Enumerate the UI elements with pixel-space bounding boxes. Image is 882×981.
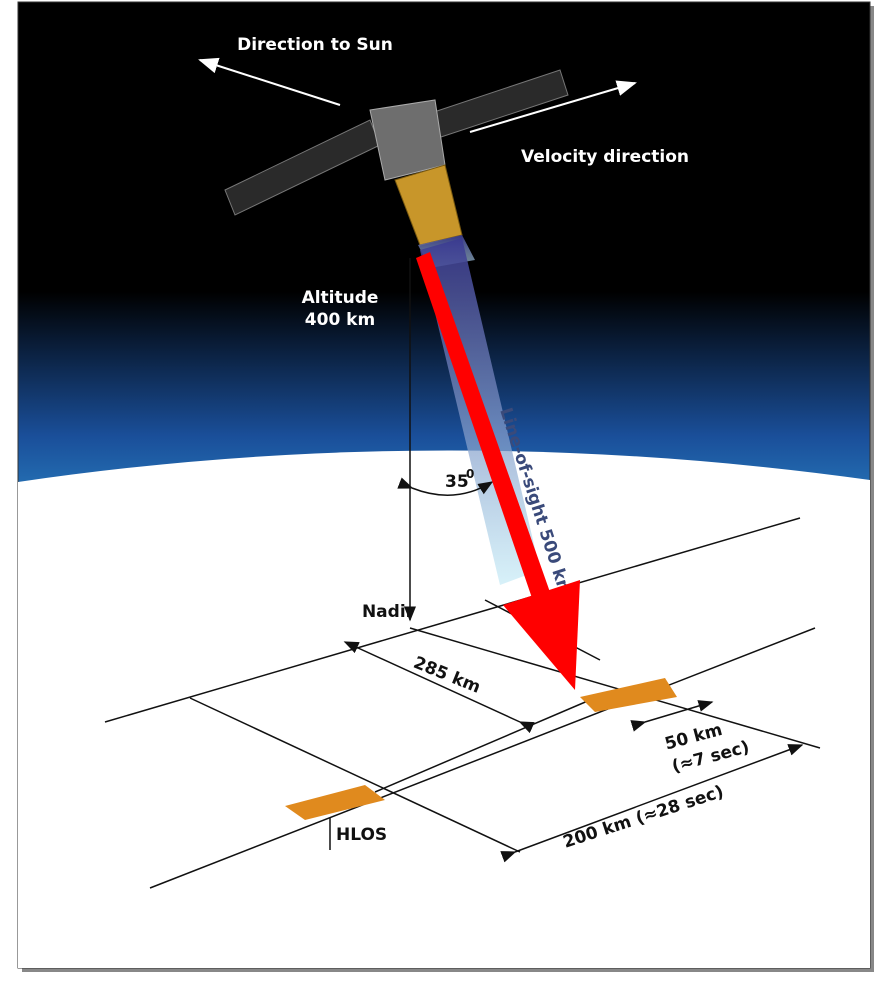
los-arrow-shaft xyxy=(416,252,551,601)
cross-track-arrow xyxy=(343,641,535,734)
satellite xyxy=(224,69,569,268)
hlos-label: HLOS xyxy=(336,825,387,845)
los-arrow-head xyxy=(503,580,580,690)
angle-unit: 0 xyxy=(466,467,474,481)
hlos-patch xyxy=(285,785,385,820)
sun-label: Direction to Sun xyxy=(237,35,393,55)
altitude-label: Altitude xyxy=(302,288,379,308)
nadir-label: Nadir xyxy=(362,602,415,622)
angle-label: 35 xyxy=(445,472,469,492)
velocity-arrow xyxy=(469,80,637,133)
measurement-patch xyxy=(580,678,677,712)
sun-arrow xyxy=(198,57,341,106)
spacing-arrow xyxy=(500,744,804,863)
altitude-value: 400 km xyxy=(305,310,375,330)
segment-arrow xyxy=(630,700,714,732)
velocity-label: Velocity direction xyxy=(521,147,689,167)
angle-arc xyxy=(397,477,494,496)
